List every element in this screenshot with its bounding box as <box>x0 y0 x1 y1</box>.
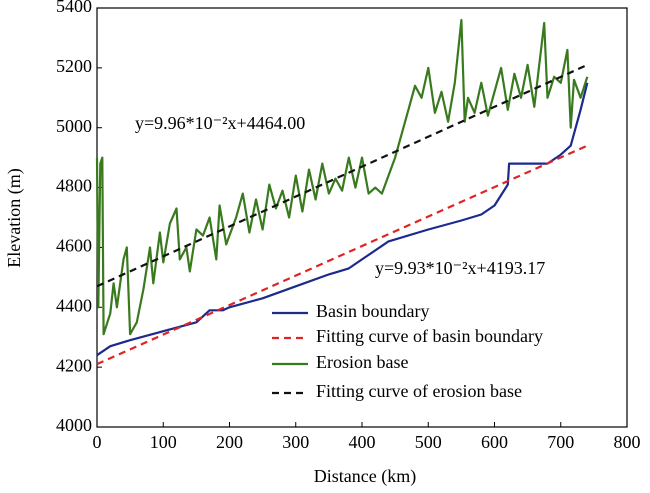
y-axis-label: Elevation (m) <box>4 168 25 267</box>
x-tick-label: 700 <box>547 432 574 452</box>
x-tick-label: 600 <box>481 432 508 452</box>
x-axis-label: Distance (km) <box>314 466 416 487</box>
annotation: y=9.93*10⁻²x+4193.17 <box>375 258 545 278</box>
x-tick-label: 500 <box>415 432 442 452</box>
x-tick-label: 100 <box>150 432 177 452</box>
series-line <box>95 18 589 336</box>
x-tick-label: 400 <box>349 432 376 452</box>
legend-label: Basin boundary <box>316 301 429 321</box>
y-tick-label: 4400 <box>56 295 92 315</box>
y-tick-label: 4200 <box>56 355 92 375</box>
series-line <box>96 63 588 288</box>
x-tick-label: 800 <box>614 432 641 452</box>
series-line <box>96 144 588 366</box>
y-tick-label: 4600 <box>56 236 92 256</box>
x-tick-label: 0 <box>93 432 102 452</box>
y-tick-label: 5000 <box>56 116 92 136</box>
y-tick-label: 4800 <box>56 176 92 196</box>
legend-label: Erosion base <box>316 352 408 372</box>
annotation: y=9.96*10⁻²x+4464.00 <box>135 113 305 133</box>
x-tick-label: 200 <box>216 432 243 452</box>
legend-label: Fitting curve of erosion base <box>316 381 522 401</box>
legend-label: Fitting curve of basin boundary <box>316 326 543 346</box>
y-tick-label: 5200 <box>56 56 92 76</box>
x-tick-label: 300 <box>282 432 309 452</box>
y-tick-label: 5400 <box>56 0 92 16</box>
y-tick-label: 4000 <box>56 415 92 435</box>
